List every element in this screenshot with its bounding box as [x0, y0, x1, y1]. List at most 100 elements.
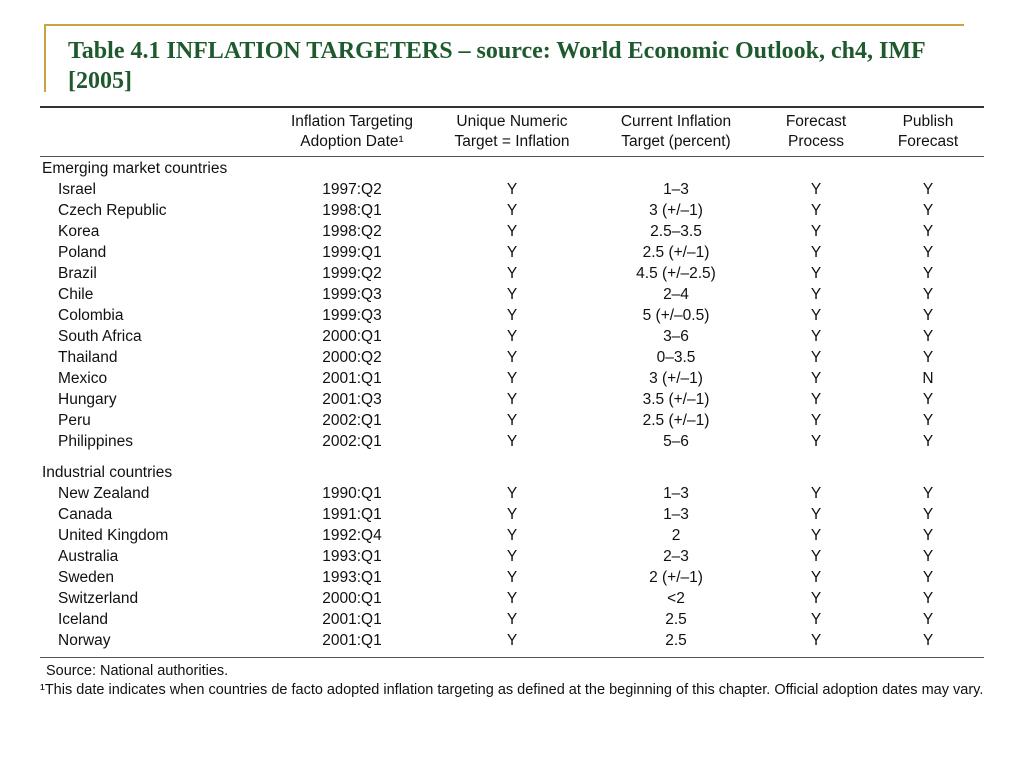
country-name: Iceland: [58, 611, 108, 628]
table-cell: Y: [922, 611, 934, 628]
table-cell: 0–3.5: [656, 349, 696, 366]
country-name: Australia: [58, 548, 119, 565]
country-name: Brazil: [58, 265, 97, 282]
table-cell: Y: [506, 244, 518, 261]
country-name: Canada: [58, 506, 113, 523]
footnote: ¹This date indicates when countries de f…: [40, 682, 984, 698]
table-cell: Y: [506, 590, 518, 607]
country-name: Sweden: [58, 569, 115, 586]
table-cell: 1993:Q1: [322, 569, 382, 586]
table-cell: Y: [922, 433, 934, 450]
table-cell: 1998:Q1: [322, 202, 382, 219]
table-cell: 5 (+/–0.5): [642, 307, 710, 324]
table-cell: Y: [810, 569, 822, 586]
table-row: Iceland 2001:Q1 Y 2.5 Y Y: [40, 609, 984, 630]
table-cell: 2001:Q1: [322, 611, 382, 628]
table-row: Chile 1999:Q3 Y 2–4 Y Y: [40, 284, 984, 305]
table-cell: Y: [506, 265, 518, 282]
table-row: Czech Republic 1998:Q1 Y 3 (+/–1) Y Y: [40, 200, 984, 221]
table-cell: Y: [506, 433, 518, 450]
table-row: Mexico 2001:Q1 Y 3 (+/–1) Y N: [40, 368, 984, 389]
table-cell: 5–6: [663, 433, 689, 450]
table-cell: 1999:Q1: [322, 244, 382, 261]
table-cell: Y: [506, 611, 518, 628]
table-cell: Y: [810, 349, 822, 366]
table-cell: Y: [922, 244, 934, 261]
table-row: Colombia 1999:Q3 Y 5 (+/–0.5) Y Y: [40, 305, 984, 326]
table-cell: 1990:Q1: [322, 485, 382, 502]
table-cell: Y: [922, 202, 934, 219]
table-cell: Y: [506, 391, 518, 408]
table-header: Inflation Targeting Adoption Date¹ Unique …: [40, 108, 984, 158]
country-name: Hungary: [58, 391, 117, 408]
slide-title: Table 4.1 INFLATION TARGETERS – source: …: [68, 38, 925, 94]
table-row: Thailand 2000:Q2 Y 0–3.5 Y Y: [40, 347, 984, 368]
table-cell: 2.5: [665, 632, 687, 649]
table-cell: Y: [506, 202, 518, 219]
country-name: Czech Republic: [58, 202, 167, 219]
table-cell: 1–3: [663, 506, 689, 523]
table-cell: N: [922, 370, 934, 387]
country-name: Thailand: [58, 349, 118, 366]
table-row: South Africa 2000:Q1 Y 3–6 Y Y: [40, 326, 984, 347]
table-cell: Y: [810, 307, 822, 324]
table-cell: Y: [810, 527, 822, 544]
table-cell: 2000:Q2: [322, 349, 382, 366]
table-cell: 1999:Q3: [322, 307, 382, 324]
country-name: United Kingdom: [58, 527, 169, 544]
country-name: Mexico: [58, 370, 108, 387]
table-cell: Y: [922, 569, 934, 586]
table-cell: 1992:Q4: [322, 527, 382, 544]
table-cell: 1998:Q2: [322, 223, 382, 240]
country-name: Norway: [58, 632, 111, 649]
table-cell: 2000:Q1: [322, 590, 382, 607]
group-label: Industrial countries: [42, 464, 173, 481]
table-cell: 2002:Q1: [322, 433, 382, 450]
table-cell: Y: [922, 632, 934, 649]
column-header: Unique Numeric Target = Inflation: [454, 113, 570, 150]
table-cell: Y: [922, 527, 934, 544]
table-cell: Y: [922, 506, 934, 523]
table-cell: Y: [810, 202, 822, 219]
country-name: Israel: [58, 181, 96, 198]
table-cell: Y: [922, 548, 934, 565]
table-cell: Y: [506, 286, 518, 303]
table-notes: Source: National authorities. ¹This date…: [40, 662, 984, 700]
table-cell: Y: [506, 349, 518, 366]
country-name: Colombia: [58, 307, 124, 324]
table-cell: 2 (+/–1): [649, 569, 703, 586]
table-cell: Y: [506, 223, 518, 240]
column-header: Inflation Targeting Adoption Date¹: [290, 113, 414, 150]
table-row: Korea 1998:Q2 Y 2.5–3.5 Y Y: [40, 221, 984, 242]
group-header-row: Industrial countries: [40, 462, 984, 483]
table-cell: Y: [506, 485, 518, 502]
table-cell: 2001:Q1: [322, 370, 382, 387]
table-cell: Y: [506, 412, 518, 429]
table-cell: Y: [922, 181, 934, 198]
country-name: South Africa: [58, 328, 142, 345]
table-cell: Y: [922, 265, 934, 282]
table-cell: Y: [810, 611, 822, 628]
table-cell: Y: [506, 527, 518, 544]
table-row: New Zealand 1990:Q1 Y 1–3 Y Y: [40, 483, 984, 504]
table-cell: Y: [506, 569, 518, 586]
group-header-row: Emerging market countries: [40, 158, 984, 179]
table-cell: Y: [922, 286, 934, 303]
table-row: Israel 1997:Q2 Y 1–3 Y Y: [40, 179, 984, 200]
table-cell: Y: [810, 632, 822, 649]
column-header: [40, 108, 272, 157]
inflation-targeters-table: Inflation Targeting Adoption Date¹ Unique …: [40, 106, 984, 700]
group-label: Emerging market countries: [42, 160, 228, 177]
table-row: Sweden 1993:Q1 Y 2 (+/–1) Y Y: [40, 567, 984, 588]
table-row: Hungary 2001:Q3 Y 3.5 (+/–1) Y Y: [40, 389, 984, 410]
table-cell: Y: [810, 328, 822, 345]
table-cell: Y: [506, 307, 518, 324]
table-cell: Y: [506, 181, 518, 198]
table-cell: Y: [810, 548, 822, 565]
table-cell: 3 (+/–1): [649, 370, 703, 387]
table-cell: Y: [810, 223, 822, 240]
table-cell: 1–3: [663, 181, 689, 198]
table-cell: Y: [506, 370, 518, 387]
table-cell: Y: [810, 485, 822, 502]
table-row: Norway 2001:Q1 Y 2.5 Y Y: [40, 630, 984, 651]
